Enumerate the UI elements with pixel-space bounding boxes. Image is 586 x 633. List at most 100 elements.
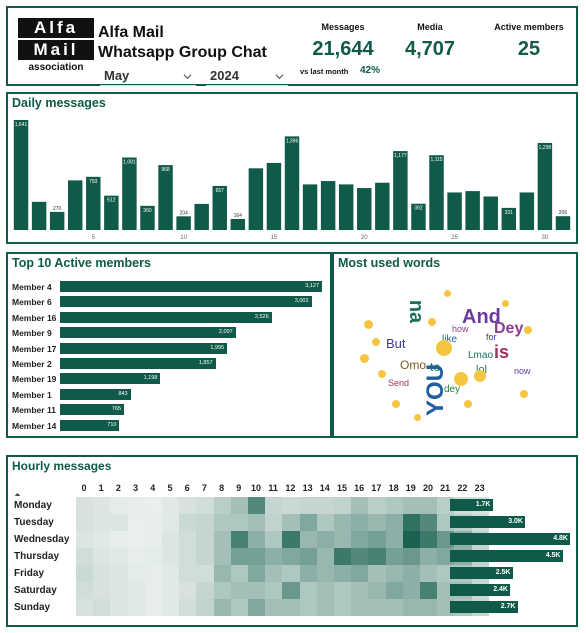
heatmap-cell[interactable] bbox=[402, 565, 420, 582]
daily-bar-30[interactable] bbox=[537, 142, 553, 230]
daily-bar-2[interactable] bbox=[31, 201, 47, 230]
heatmap-cell[interactable] bbox=[351, 565, 369, 582]
heatmap-cell[interactable] bbox=[265, 531, 283, 548]
heatmap-cell[interactable] bbox=[213, 599, 231, 616]
heatmap-cell[interactable] bbox=[316, 497, 334, 514]
daily-bar-22[interactable] bbox=[393, 151, 408, 230]
member-bar[interactable] bbox=[60, 327, 236, 339]
heatmap-cell[interactable] bbox=[402, 531, 420, 548]
heatmap-cell[interactable] bbox=[162, 565, 180, 582]
day-total-bar[interactable] bbox=[450, 533, 570, 545]
heatmap-cell[interactable] bbox=[282, 599, 300, 616]
heatmap-cell[interactable] bbox=[420, 582, 438, 599]
daily-bar-16[interactable] bbox=[284, 136, 300, 230]
heatmap-cell[interactable] bbox=[334, 548, 352, 565]
heatmap-cell[interactable] bbox=[213, 497, 231, 514]
heatmap-cell[interactable] bbox=[351, 514, 369, 531]
heatmap-cell[interactable] bbox=[144, 565, 162, 582]
heatmap-cell[interactable] bbox=[93, 514, 111, 531]
daily-bar-17[interactable] bbox=[302, 184, 318, 230]
heatmap-cell[interactable] bbox=[368, 514, 386, 531]
member-bar[interactable] bbox=[60, 311, 272, 323]
daily-bar-6[interactable] bbox=[104, 195, 119, 230]
heatmap-cell[interactable] bbox=[213, 582, 231, 599]
heatmap-cell[interactable] bbox=[402, 599, 420, 616]
heatmap-cell[interactable] bbox=[282, 548, 300, 565]
heatmap-cell[interactable] bbox=[299, 582, 317, 599]
heatmap-cell[interactable] bbox=[76, 565, 94, 582]
heatmap-cell[interactable] bbox=[282, 514, 300, 531]
heatmap-cell[interactable] bbox=[230, 514, 248, 531]
heatmap-cell[interactable] bbox=[282, 565, 300, 582]
heatmap-cell[interactable] bbox=[385, 599, 403, 616]
heatmap-cell[interactable] bbox=[368, 497, 386, 514]
heatmap-cell[interactable] bbox=[76, 514, 94, 531]
heatmap-cell[interactable] bbox=[248, 531, 266, 548]
heatmap-cell[interactable] bbox=[93, 497, 111, 514]
heatmap-cell[interactable] bbox=[93, 531, 111, 548]
daily-bar-18[interactable] bbox=[320, 181, 336, 230]
day-total-bar[interactable] bbox=[450, 499, 493, 511]
heatmap-cell[interactable] bbox=[213, 514, 231, 531]
heatmap-cell[interactable] bbox=[299, 548, 317, 565]
heatmap-cell[interactable] bbox=[196, 565, 214, 582]
heatmap-cell[interactable] bbox=[179, 531, 197, 548]
daily-bar-26[interactable] bbox=[465, 191, 480, 230]
daily-bar-9[interactable] bbox=[158, 165, 173, 230]
heatmap-cell[interactable] bbox=[334, 514, 352, 531]
member-bar[interactable] bbox=[60, 358, 216, 369]
heatmap-cell[interactable] bbox=[385, 565, 403, 582]
heatmap-cell[interactable] bbox=[230, 548, 248, 565]
heatmap-cell[interactable] bbox=[93, 565, 111, 582]
heatmap-cell[interactable] bbox=[162, 582, 180, 599]
heatmap-cell[interactable] bbox=[127, 599, 145, 616]
heatmap-cell[interactable] bbox=[127, 497, 145, 514]
daily-bar-23[interactable] bbox=[411, 203, 426, 230]
heatmap-cell[interactable] bbox=[420, 565, 438, 582]
heatmap-cell[interactable] bbox=[385, 531, 403, 548]
heatmap-cell[interactable] bbox=[127, 514, 145, 531]
daily-bar-3[interactable] bbox=[49, 211, 65, 230]
heatmap-cell[interactable] bbox=[282, 531, 300, 548]
heatmap-cell[interactable] bbox=[402, 582, 420, 599]
heatmap-cell[interactable] bbox=[230, 599, 248, 616]
daily-bar-21[interactable] bbox=[375, 182, 390, 230]
heatmap-cell[interactable] bbox=[351, 531, 369, 548]
heatmap-cell[interactable] bbox=[402, 514, 420, 531]
heatmap-cell[interactable] bbox=[334, 599, 352, 616]
heatmap-cell[interactable] bbox=[162, 514, 180, 531]
heatmap-cell[interactable] bbox=[127, 565, 145, 582]
heatmap-cell[interactable] bbox=[230, 531, 248, 548]
heatmap-cell[interactable] bbox=[179, 548, 197, 565]
heatmap-cell[interactable] bbox=[299, 599, 317, 616]
heatmap-cell[interactable] bbox=[368, 548, 386, 565]
heatmap-cell[interactable] bbox=[316, 514, 334, 531]
heatmap-cell[interactable] bbox=[110, 497, 128, 514]
heatmap-cell[interactable] bbox=[144, 599, 162, 616]
heatmap-cell[interactable] bbox=[162, 599, 180, 616]
day-total-bar[interactable] bbox=[450, 567, 513, 579]
heatmap-cell[interactable] bbox=[351, 548, 369, 565]
heatmap-cell[interactable] bbox=[110, 548, 128, 565]
heatmap-cell[interactable] bbox=[334, 531, 352, 548]
heatmap-cell[interactable] bbox=[402, 548, 420, 565]
heatmap-cell[interactable] bbox=[248, 582, 266, 599]
heatmap-cell[interactable] bbox=[299, 514, 317, 531]
heatmap-cell[interactable] bbox=[248, 599, 266, 616]
heatmap-cell[interactable] bbox=[368, 565, 386, 582]
day-total-bar[interactable] bbox=[450, 584, 510, 596]
heatmap-cell[interactable] bbox=[334, 582, 352, 599]
heatmap-cell[interactable] bbox=[76, 548, 94, 565]
heatmap-cell[interactable] bbox=[196, 599, 214, 616]
daily-bar-5[interactable] bbox=[86, 176, 101, 230]
heatmap-cell[interactable] bbox=[368, 582, 386, 599]
heatmap-cell[interactable] bbox=[402, 497, 420, 514]
heatmap-cell[interactable] bbox=[93, 599, 111, 616]
heatmap-cell[interactable] bbox=[196, 531, 214, 548]
heatmap-cell[interactable] bbox=[316, 565, 334, 582]
daily-bar-25[interactable] bbox=[447, 192, 462, 230]
heatmap-cell[interactable] bbox=[93, 582, 111, 599]
heatmap-cell[interactable] bbox=[144, 548, 162, 565]
heatmap-cell[interactable] bbox=[127, 531, 145, 548]
heatmap-cell[interactable] bbox=[420, 599, 438, 616]
